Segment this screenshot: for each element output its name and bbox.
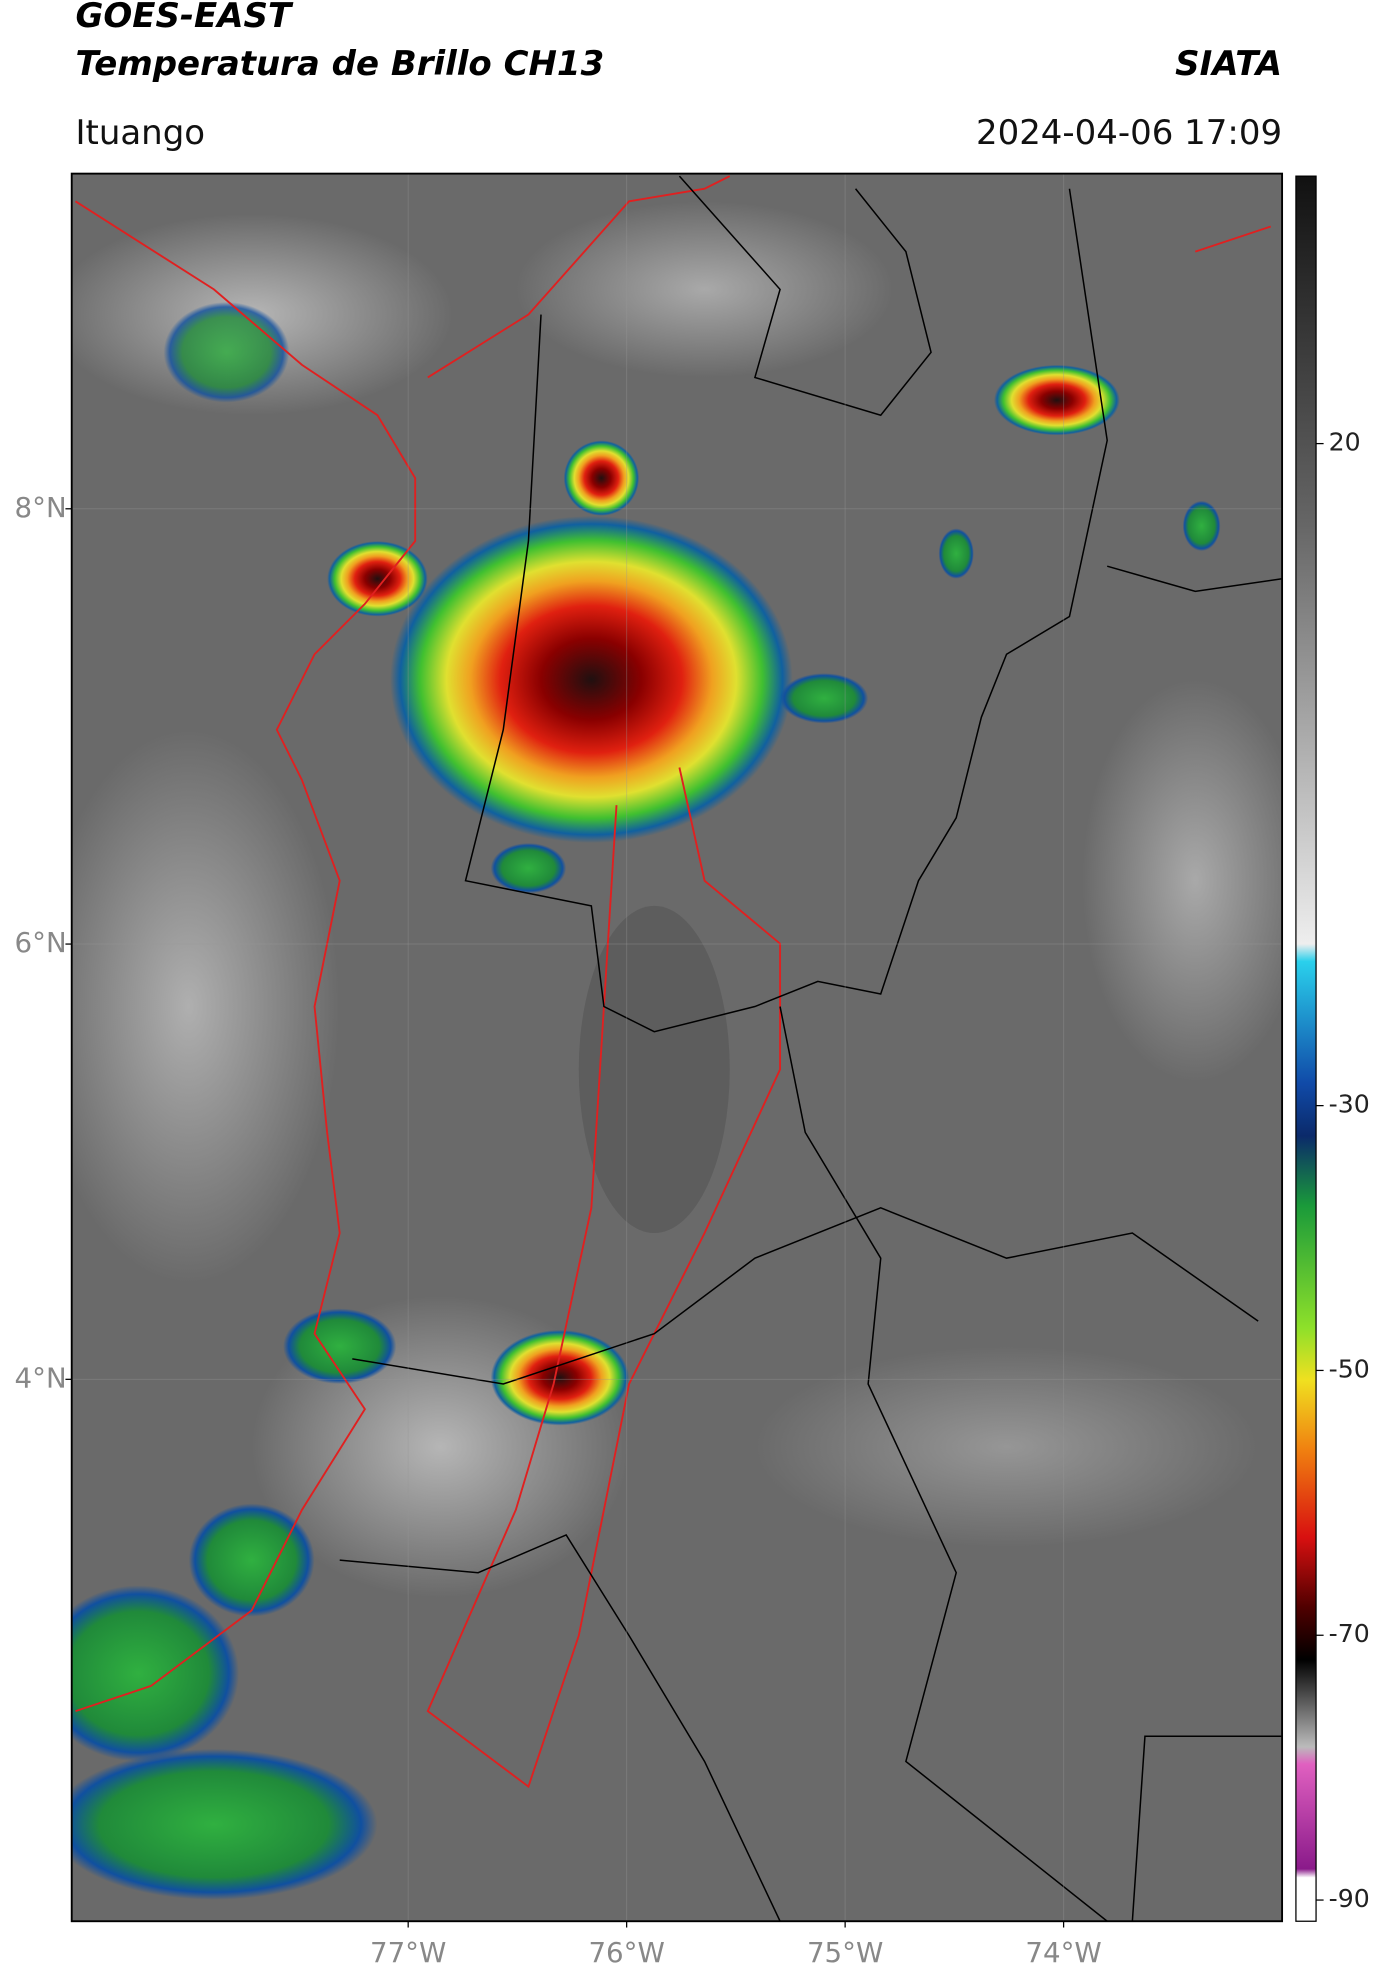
datetime: 2024-04-06 17:09: [976, 113, 1282, 153]
satellite-image: [71, 173, 1283, 1922]
colorbar-tick-label: -30: [1329, 1090, 1370, 1119]
lat-tick-label: 4°N: [15, 1361, 67, 1394]
subtitle: Temperatura de Brillo CH13: [75, 44, 604, 84]
lat-tick-label: 6°N: [15, 926, 67, 959]
colorbar-tick-label: 20: [1329, 428, 1361, 457]
location: Ituango: [75, 113, 205, 153]
lon-tick-label: 74°W: [1025, 1936, 1101, 1969]
colorbar-tick-label: -50: [1329, 1354, 1370, 1383]
colorbar: [1295, 175, 1317, 1922]
organization: SIATA: [1175, 44, 1282, 84]
lon-tick-label: 75°W: [807, 1936, 883, 1969]
lon-tick-label: 77°W: [370, 1936, 446, 1969]
map-frame: [70, 172, 1284, 1923]
colorbar-tick-label: -70: [1329, 1619, 1370, 1648]
title: GOES-EAST: [75, 0, 293, 36]
graticule: [71, 173, 1283, 1922]
lat-tick-label: 8°N: [15, 491, 67, 524]
colorbar-tick-label: -90: [1329, 1884, 1370, 1913]
lon-tick-label: 76°W: [588, 1936, 664, 1969]
